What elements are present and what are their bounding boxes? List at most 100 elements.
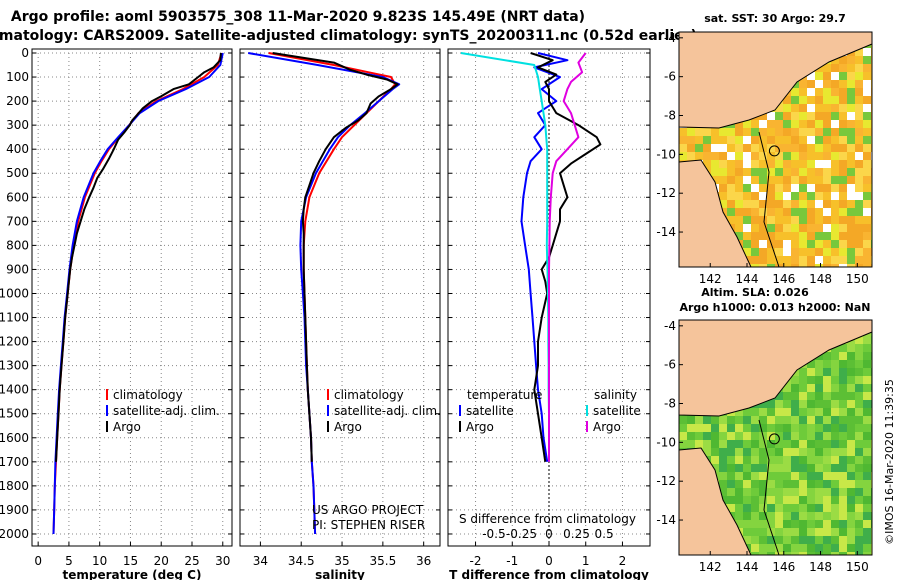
map-cell	[839, 176, 847, 184]
map-cell	[855, 536, 863, 544]
map-cell	[759, 416, 767, 424]
map-cell	[863, 128, 871, 136]
map-cell	[759, 528, 767, 536]
map-cell	[735, 200, 743, 208]
map-cell	[799, 240, 807, 248]
temperature-series-argo	[55, 52, 222, 462]
diff-legend-t-satellite: satellite	[466, 404, 514, 418]
map-cell	[751, 144, 759, 152]
map-cell	[815, 216, 823, 224]
map-cell	[703, 152, 711, 160]
map-cell	[727, 144, 735, 152]
map-cell	[775, 232, 783, 240]
map-cell	[807, 368, 815, 376]
map-cell	[831, 520, 839, 528]
map-cell	[767, 400, 775, 408]
map-cell	[823, 448, 831, 456]
map-cell	[815, 424, 823, 432]
map-cell	[831, 120, 839, 128]
map-lon-label: 144	[736, 272, 759, 286]
map-cell	[783, 128, 791, 136]
map-cell	[799, 136, 807, 144]
map-cell	[687, 144, 695, 152]
map-cell	[823, 152, 831, 160]
map-cell	[831, 168, 839, 176]
map-cell	[847, 184, 855, 192]
map-cell	[775, 488, 783, 496]
map-cell	[735, 520, 743, 528]
map-cell	[735, 136, 743, 144]
map-cell	[791, 496, 799, 504]
map-cell	[799, 448, 807, 456]
map-cell	[751, 128, 759, 136]
diff-legend-swatch-s-argo	[586, 421, 588, 432]
map-cell	[807, 256, 815, 264]
map-cell	[727, 448, 735, 456]
map-cell	[799, 456, 807, 464]
map-cell	[815, 432, 823, 440]
map-cell	[839, 552, 847, 555]
map-cell	[767, 464, 775, 472]
map-cell	[743, 184, 751, 192]
map-cell	[775, 216, 783, 224]
map-cell	[719, 480, 727, 488]
map-cell	[807, 408, 815, 416]
map-cell	[863, 200, 871, 208]
map-cell	[847, 384, 855, 392]
map-cell	[719, 168, 727, 176]
map-cell	[759, 240, 767, 248]
map-cell	[807, 88, 815, 96]
map-cell	[831, 424, 839, 432]
map-cell	[863, 480, 871, 488]
map-cell	[807, 112, 815, 120]
map-cell	[767, 256, 775, 264]
depth-tick-label: 1100	[0, 311, 29, 325]
map-cell	[695, 424, 703, 432]
map-cell	[855, 512, 863, 520]
map-cell	[831, 240, 839, 248]
map-cell	[863, 112, 871, 120]
difference-xtick-label: 1	[582, 554, 590, 568]
map-cell	[743, 144, 751, 152]
map-lat-label: -8	[664, 397, 676, 411]
map-cell	[719, 424, 727, 432]
map-cell	[799, 488, 807, 496]
map-cell	[767, 448, 775, 456]
map-cell	[831, 112, 839, 120]
map-cell	[815, 536, 823, 544]
map-cell	[799, 216, 807, 224]
map-cell	[775, 544, 783, 552]
map-cell	[767, 192, 775, 200]
map-cell	[863, 64, 871, 72]
map-cell	[831, 464, 839, 472]
map-cell	[743, 136, 751, 144]
map-cell	[847, 136, 855, 144]
map-cell	[751, 200, 759, 208]
map-cell	[831, 144, 839, 152]
temperature-frame	[31, 48, 233, 547]
map-cell	[799, 512, 807, 520]
map-lon-label: 142	[699, 272, 722, 286]
map-cell	[775, 240, 783, 248]
map-cell	[751, 216, 759, 224]
map-cell	[719, 456, 727, 464]
map-cell	[775, 104, 783, 112]
map-cell	[791, 88, 799, 96]
map-cell	[775, 248, 783, 256]
map-cell	[863, 152, 871, 160]
map-cell	[775, 120, 783, 128]
imos-credit: ©IMOS 16-Mar-2020 11:39:35	[883, 379, 896, 545]
reef-outline	[758, 131, 780, 268]
map-cell	[743, 200, 751, 208]
map-cell	[791, 400, 799, 408]
map-cell	[783, 136, 791, 144]
map-cell	[799, 480, 807, 488]
map-cell	[751, 264, 759, 267]
map-cell	[839, 240, 847, 248]
map-cell	[759, 136, 767, 144]
map-cell	[807, 456, 815, 464]
map-cell	[807, 504, 815, 512]
map-cell	[735, 480, 743, 488]
map-cell	[823, 256, 831, 264]
map-cell	[823, 456, 831, 464]
